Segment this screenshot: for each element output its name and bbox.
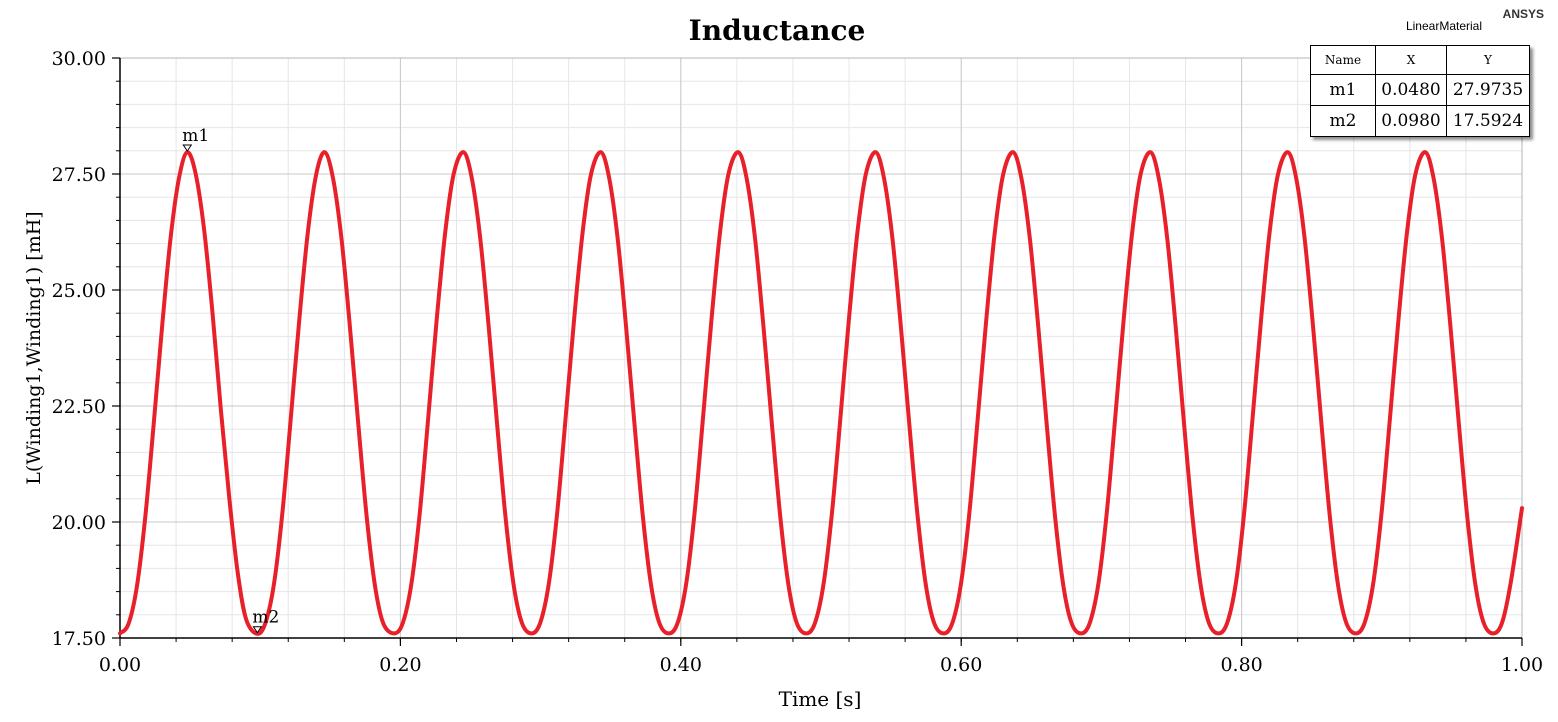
y-tick-label: 25.00 — [52, 280, 106, 302]
chart-title: Inductance — [689, 14, 866, 47]
marker-y-cell: 17.5924 — [1446, 105, 1530, 137]
marker-label: m2 — [252, 608, 279, 628]
tick-labels: 0.00 0.20 0.40 0.60 0.80 1.00 17.50 20.00 22.50 2… — [52, 48, 1544, 676]
marker-x-cell: 0.0480 — [1375, 74, 1447, 106]
marker-table: Name X Y m1 0.0480 27.9735 m2 0.0980 17.… — [1310, 45, 1530, 137]
x-tick-label: 0.00 — [99, 654, 141, 676]
marker-table-header-row: Name X Y — [1310, 45, 1530, 75]
marker-triangle — [182, 144, 193, 152]
marker-label: m1 — [182, 126, 209, 146]
x-tick-label: 0.40 — [660, 654, 702, 676]
marker-x-cell: 0.0980 — [1375, 105, 1447, 137]
y-tick-label: 27.50 — [52, 164, 106, 186]
marker-name-cell: m1 — [1310, 74, 1376, 106]
x-tick-label: 1.00 — [1501, 654, 1543, 676]
x-tick-label: 0.20 — [379, 654, 421, 676]
y-tick-label: 22.50 — [52, 396, 106, 418]
marker-name-cell: m2 — [1310, 105, 1376, 137]
marker-table-row: m1 0.0480 27.9735 — [1310, 74, 1530, 106]
axes — [119, 57, 1523, 639]
tick-marks — [112, 57, 1523, 646]
design-name: LinearMaterial — [1406, 19, 1482, 33]
x-tick-label: 0.80 — [1220, 654, 1262, 676]
marker-y-cell: 27.9735 — [1446, 74, 1530, 106]
y-axis-label: L(Winding1,Winding1) [mH] — [23, 211, 45, 484]
plot-frame — [119, 57, 1523, 639]
x-axis-label: Time [s] — [779, 687, 862, 711]
y-tick-label: 17.50 — [52, 628, 106, 650]
marker-table-row: m2 0.0980 17.5924 — [1310, 105, 1530, 137]
y-tick-label: 30.00 — [52, 48, 106, 70]
marker-table-header-name: Name — [1310, 45, 1376, 75]
x-tick-label: 0.60 — [940, 654, 982, 676]
series-layer — [118, 150, 1524, 636]
marker-table-header-x: X — [1375, 45, 1447, 75]
marker-triangle — [252, 626, 263, 634]
grid-lines — [120, 58, 1522, 638]
marker-layer: m1 m2 — [182, 126, 279, 634]
marker-table-header-y: Y — [1446, 45, 1530, 75]
series-line — [118, 150, 1524, 636]
brand-label: ANSYS — [1503, 7, 1544, 21]
y-tick-label: 20.00 — [52, 512, 106, 534]
